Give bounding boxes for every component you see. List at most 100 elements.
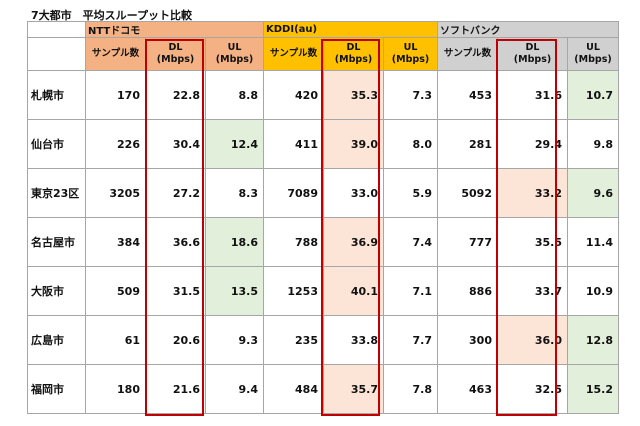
kddi-sample-cell: 411 xyxy=(263,119,324,169)
softbank-dl-cell: 33.2 xyxy=(497,168,568,218)
kddi-sample-cell: 788 xyxy=(263,217,324,267)
kddi-dl-cell: 36.9 xyxy=(323,217,384,267)
city-cell: 福岡市 xyxy=(27,364,86,414)
kddi-dl-cell: 33.8 xyxy=(323,315,384,365)
docomo-ul-cell: 8.8 xyxy=(205,70,264,120)
kddi-dl-cell: 35.7 xyxy=(323,364,384,414)
softbank-sample-cell: 777 xyxy=(437,217,498,267)
kddi-dl-cell: 35.3 xyxy=(323,70,384,120)
table-row: 広島市 61 20.6 9.3 235 33.8 7.7 300 36.0 12.8 xyxy=(27,315,619,365)
docomo-sample-cell: 509 xyxy=(85,266,146,316)
docomo-ul-cell: 9.3 xyxy=(205,315,264,365)
softbank-ul-cell: 10.9 xyxy=(567,266,619,316)
table-row: 東京23区 3205 27.2 8.3 7089 33.0 5.9 5092 33.2 9.6 xyxy=(27,168,619,218)
softbank-ul-cell: 10.7 xyxy=(567,70,619,120)
docomo-sample-cell: 180 xyxy=(85,364,146,414)
kddi-ul-cell: 7.8 xyxy=(383,364,438,414)
softbank-dl-header: DL (Mbps) xyxy=(497,37,568,71)
docomo-sample-cell: 226 xyxy=(85,119,146,169)
docomo-header: NTTドコモ xyxy=(85,21,264,38)
softbank-ul-cell: 12.8 xyxy=(567,315,619,365)
kddi-dl-cell: 40.1 xyxy=(323,266,384,316)
softbank-dl-cell: 35.5 xyxy=(497,217,568,267)
softbank-ul-cell: 11.4 xyxy=(567,217,619,267)
softbank-ul-cell: 15.2 xyxy=(567,364,619,414)
softbank-ul-header: UL (Mbps) xyxy=(567,37,619,71)
softbank-dl-cell: 33.7 xyxy=(497,266,568,316)
docomo-sample-cell: 61 xyxy=(85,315,146,365)
city-cell: 大阪市 xyxy=(27,266,86,316)
city-cell: 名古屋市 xyxy=(27,217,86,267)
table-title: 7大都市 平均スループット比較 xyxy=(31,9,192,22)
docomo-dl-cell: 27.2 xyxy=(145,168,206,218)
city-cell: 東京23区 xyxy=(27,168,86,218)
softbank-dl-cell: 31.6 xyxy=(497,70,568,120)
softbank-sample-cell: 886 xyxy=(437,266,498,316)
dl-label: DL xyxy=(168,42,183,53)
ul-label: UL xyxy=(586,42,600,53)
corner-cell xyxy=(27,21,86,38)
docomo-ul-cell: 12.4 xyxy=(205,119,264,169)
softbank-sample-cell: 281 xyxy=(437,119,498,169)
kddi-sample-cell: 1253 xyxy=(263,266,324,316)
kddi-sample-cell: 7089 xyxy=(263,168,324,218)
table-row: 大阪市 509 31.5 13.5 1253 40.1 7.1 886 33.7 10.9 xyxy=(27,266,619,316)
kddi-ul-cell: 7.1 xyxy=(383,266,438,316)
kddi-header: KDDI(au) xyxy=(263,21,438,38)
kddi-sample-header: サンプル数 xyxy=(263,37,324,71)
ul-label: UL xyxy=(227,42,242,53)
softbank-sample-header: サンプル数 xyxy=(437,37,498,71)
dl-unit: (Mbps) xyxy=(513,54,552,65)
kddi-ul-cell: 5.9 xyxy=(383,168,438,218)
city-cell: 札幌市 xyxy=(27,70,86,120)
docomo-ul-cell: 18.6 xyxy=(205,217,264,267)
kddi-ul-header: UL (Mbps) xyxy=(383,37,438,71)
docomo-ul-cell: 8.3 xyxy=(205,168,264,218)
softbank-dl-cell: 36.0 xyxy=(497,315,568,365)
kddi-sample-cell: 484 xyxy=(263,364,324,414)
city-cell: 広島市 xyxy=(27,315,86,365)
table-row: 福岡市 180 21.6 9.4 484 35.7 7.8 463 32.5 15.2 xyxy=(27,364,619,414)
kddi-ul-cell: 7.3 xyxy=(383,70,438,120)
column-header-row: サンプル数 DL (Mbps) UL (Mbps) サンプル数 DL (Mbps) UL (Mbp… xyxy=(27,37,619,71)
docomo-sample-cell: 170 xyxy=(85,70,146,120)
table-row: 仙台市 226 30.4 12.4 411 39.0 8.0 281 29.4 9.8 xyxy=(27,119,619,169)
kddi-sample-cell: 420 xyxy=(263,70,324,120)
docomo-sample-cell: 384 xyxy=(85,217,146,267)
kddi-ul-cell: 7.4 xyxy=(383,217,438,267)
softbank-ul-cell: 9.6 xyxy=(567,168,619,218)
dl-unit: (Mbps) xyxy=(156,54,195,65)
docomo-dl-header: DL (Mbps) xyxy=(145,37,206,71)
kddi-dl-header: DL (Mbps) xyxy=(323,37,384,71)
table-row: 札幌市 170 22.8 8.8 420 35.3 7.3 453 31.6 10.7 xyxy=(27,70,619,120)
kddi-sample-cell: 235 xyxy=(263,315,324,365)
docomo-dl-cell: 20.6 xyxy=(145,315,206,365)
kddi-ul-cell: 7.7 xyxy=(383,315,438,365)
ul-unit: (Mbps) xyxy=(215,54,254,65)
docomo-sample-cell: 3205 xyxy=(85,168,146,218)
ul-unit: (Mbps) xyxy=(574,54,612,65)
ul-label: UL xyxy=(403,42,418,53)
docomo-dl-cell: 30.4 xyxy=(145,119,206,169)
dl-label: DL xyxy=(525,42,540,53)
table-row: 名古屋市 384 36.6 18.6 788 36.9 7.4 777 35.5 11.4 xyxy=(27,217,619,267)
softbank-sample-cell: 463 xyxy=(437,364,498,414)
softbank-ul-cell: 9.8 xyxy=(567,119,619,169)
docomo-ul-cell: 13.5 xyxy=(205,266,264,316)
docomo-dl-cell: 22.8 xyxy=(145,70,206,120)
docomo-dl-cell: 36.6 xyxy=(145,217,206,267)
carrier-header-row: NTTドコモ KDDI(au) ソフトバンク xyxy=(27,21,619,38)
softbank-sample-cell: 300 xyxy=(437,315,498,365)
kddi-ul-cell: 8.0 xyxy=(383,119,438,169)
docomo-ul-cell: 9.4 xyxy=(205,364,264,414)
throughput-table: NTTドコモ KDDI(au) ソフトバンク サンプル数 DL (Mbps) UL (Mbps… xyxy=(27,21,619,414)
softbank-dl-cell: 29.4 xyxy=(497,119,568,169)
docomo-dl-cell: 31.5 xyxy=(145,266,206,316)
softbank-sample-cell: 453 xyxy=(437,70,498,120)
corner-cell xyxy=(27,37,86,71)
dl-label: DL xyxy=(346,42,361,53)
city-cell: 仙台市 xyxy=(27,119,86,169)
ul-unit: (Mbps) xyxy=(391,54,430,65)
softbank-sample-cell: 5092 xyxy=(437,168,498,218)
kddi-dl-cell: 33.0 xyxy=(323,168,384,218)
